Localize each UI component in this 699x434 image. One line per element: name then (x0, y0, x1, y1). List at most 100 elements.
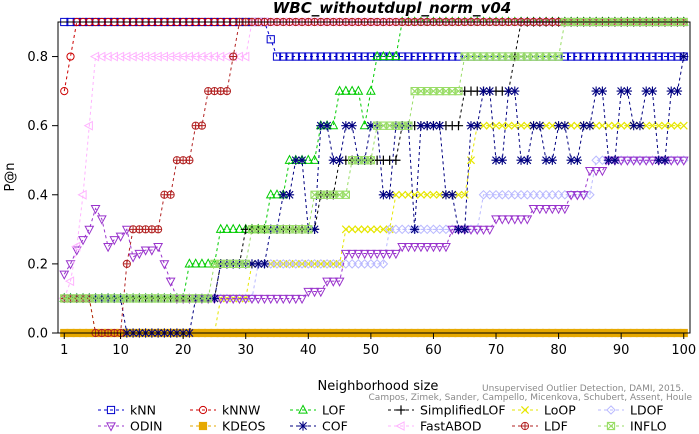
data-point-knn (667, 52, 676, 61)
data-point-ldf (185, 156, 194, 165)
legend-marker (520, 421, 530, 431)
series-line-cof (64, 56, 685, 334)
data-point-odin (71, 246, 82, 256)
data-point-knn (441, 52, 451, 61)
data-point-cof (428, 121, 439, 131)
data-point-lof (265, 189, 276, 199)
series-ldf (60, 17, 688, 338)
data-point-odin (109, 236, 120, 246)
data-point-cof (460, 224, 470, 234)
data-point-ldof (422, 224, 432, 235)
data-point-cof (528, 121, 539, 131)
data-point-ldof (591, 155, 601, 166)
data-point-cof (478, 86, 489, 96)
data-point-odin (240, 294, 251, 305)
data-point-cof (347, 121, 357, 131)
data-point-loop (660, 121, 669, 130)
data-point-ldof (553, 189, 564, 200)
data-point-knn (316, 52, 325, 61)
data-point-knn (354, 52, 363, 61)
data-point-cof (616, 86, 626, 96)
data-point-cof (672, 86, 683, 96)
series-line-knn (64, 21, 684, 58)
data-point-odin (234, 294, 245, 305)
data-point-cof (497, 155, 507, 165)
data-point-knn (579, 52, 588, 61)
legend-marker (106, 422, 116, 432)
data-point-cof (441, 190, 451, 200)
data-point-knnw (60, 87, 69, 96)
legend-item-fastabod: FastABOD (388, 419, 482, 434)
data-point-odin (509, 215, 520, 225)
data-point-cof (647, 86, 658, 96)
data-point-knn (448, 52, 457, 61)
data-point-cof (679, 51, 689, 62)
data-point-odin (334, 277, 345, 287)
data-point-cof (410, 224, 420, 234)
data-point-lof (328, 120, 339, 130)
data-point-fastabod (139, 51, 150, 62)
data-point-ldof (503, 189, 514, 200)
legend-item-kdeos: KDEOS (190, 419, 266, 434)
data-point-cof (435, 121, 445, 131)
data-point-ldof (265, 259, 276, 269)
data-point-loop (548, 121, 557, 130)
data-point-ldof (384, 224, 395, 235)
data-point-cof (416, 121, 426, 131)
x-tick-label: 90 (613, 343, 630, 358)
data-point-cof (385, 190, 395, 200)
data-point-loop (667, 121, 676, 130)
data-point-odin (378, 249, 389, 260)
data-point-loop (479, 121, 488, 130)
data-point-loop (498, 121, 507, 130)
data-point-odin (447, 225, 458, 235)
data-point-cof (660, 155, 670, 165)
data-point-odin (253, 294, 264, 305)
data-point-odin (340, 249, 351, 260)
data-point-odin (159, 260, 170, 270)
data-point-cof (472, 121, 482, 131)
data-point-odin (497, 215, 508, 225)
legend-label: kNN (130, 403, 156, 418)
data-point-odin (597, 166, 608, 177)
citation-note-line-2: Unsupervised Outlier Detection, DAMI, 20… (482, 384, 684, 394)
data-point-lof (384, 50, 395, 61)
legend-label: SimplifiedLOF (420, 403, 506, 418)
legend-item-lof: LOF (290, 403, 346, 418)
data-point-odin (322, 277, 333, 287)
data-point-cof (503, 86, 514, 96)
y-tick-label: 0.0 (27, 327, 48, 342)
data-point-fastabod (83, 120, 93, 131)
data-point-loop (510, 121, 519, 130)
data-point-odin (165, 277, 176, 287)
data-point-simplifiedlof (453, 121, 464, 131)
data-point-odin (578, 191, 589, 201)
data-point-ldof (290, 259, 301, 269)
data-point-ldf (154, 225, 163, 234)
data-point-knn (598, 52, 607, 61)
data-point-cof (579, 121, 589, 131)
data-point-fastabod (121, 51, 131, 62)
data-point-fastabod (102, 51, 112, 62)
data-point-fastabod (152, 51, 162, 62)
data-point-odin (272, 294, 282, 305)
data-point-odin (559, 205, 570, 215)
data-point-cof (566, 155, 576, 165)
data-point-knn (279, 52, 288, 61)
data-point-ldof (509, 189, 520, 200)
data-point-odin (290, 294, 301, 305)
data-point-ldof (322, 259, 332, 269)
data-point-knn (573, 52, 582, 61)
data-point-fastabod (171, 51, 181, 62)
data-point-odin (484, 225, 495, 235)
data-point-cof (654, 155, 664, 165)
legend-label: LDF (544, 419, 568, 434)
data-point-knn (560, 52, 569, 61)
data-point-odin (96, 215, 107, 225)
axes: 1 10 20 30 40 50 60 70 80 90 100 0.0 0.2 0.4 0.6 0.8 (27, 21, 696, 358)
data-point-cof (341, 121, 351, 131)
data-point-odin (472, 225, 483, 235)
data-point-cof (516, 155, 526, 165)
data-point-cof (322, 121, 332, 131)
x-tick-label: 50 (363, 343, 380, 358)
